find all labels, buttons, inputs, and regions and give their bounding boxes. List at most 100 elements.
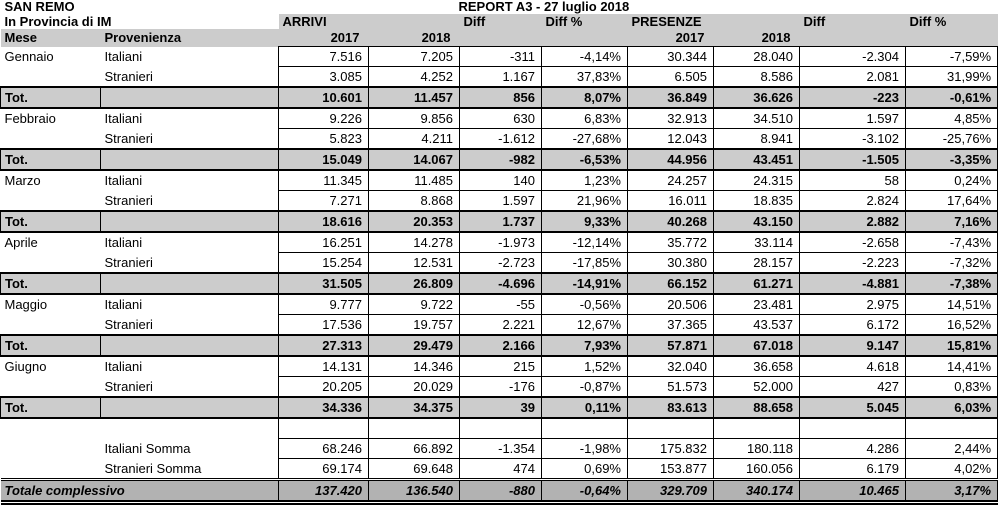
value-cell: 7.516: [278, 46, 369, 67]
value-cell: 5.045: [799, 396, 906, 419]
total-spacer-cell: [100, 86, 279, 109]
value-cell: 4.618: [799, 355, 906, 377]
provenance-cell: Stranieri: [104, 192, 153, 208]
report-title: REPORT A3 - 27 luglio 2018: [458, 0, 630, 14]
value-cell: 136.540: [368, 478, 460, 505]
col-header-presenze-diff: Diff: [799, 14, 906, 29]
value-cell: 43.150: [713, 210, 800, 233]
value-cell: 16,52%: [904, 314, 999, 336]
value-cell: -1.505: [799, 148, 906, 171]
value-cell: 7,16%: [904, 210, 999, 233]
value-cell: 36.658: [713, 355, 800, 377]
col-header-presenze-diff-pct: Diff %: [905, 14, 998, 29]
value-cell: 137.420: [278, 478, 369, 505]
value-cell: 34.510: [713, 107, 800, 129]
value-cell: [799, 417, 906, 439]
value-cell: 88.658: [713, 396, 800, 419]
month-cell: [1, 459, 101, 480]
value-cell: 4.252: [368, 66, 460, 88]
value-cell: -25,76%: [904, 128, 999, 150]
month-cell: Gennaio: [4, 49, 54, 64]
month-total-row: Tot. 34.336 34.375 39 0,11% 83.613 88.658 5.045…: [0, 396, 999, 419]
table-body: Gennaio Italiani 7.516 7.205 -311 -4,14% 30.34…: [0, 46, 999, 505]
value-cell: 17.536: [278, 314, 369, 336]
grand-total-label: Totale complessivo: [0, 478, 279, 505]
col-header-provenienza: Provenienza: [100, 29, 279, 47]
value-cell: 15,81%: [904, 334, 999, 357]
value-cell: 856: [459, 86, 542, 109]
col-header-arrivi-diff-pct: Diff %: [541, 14, 628, 29]
value-cell: -0,56%: [541, 293, 628, 315]
data-row: Stranieri 15.254 12.531 -2.723 -17,85% 30.380…: [1, 252, 999, 274]
value-cell: 1,52%: [541, 355, 628, 377]
value-cell: 24.315: [713, 169, 800, 191]
value-cell: 1,23%: [541, 169, 628, 191]
value-cell: 44.956: [627, 148, 714, 171]
value-cell: 2.166: [459, 334, 542, 357]
value-cell: 474: [459, 458, 542, 480]
month-cell: [1, 253, 101, 274]
total-label-cell: Tot.: [0, 210, 101, 233]
data-row: Giugno Italiani 14.131 14.346 215 1,52% 32.040…: [1, 355, 999, 377]
total-spacer-cell: [100, 148, 279, 171]
value-cell: -982: [459, 148, 542, 171]
value-cell: -7,43%: [904, 231, 999, 253]
value-cell: [627, 417, 714, 439]
value-cell: -2.658: [799, 231, 906, 253]
value-cell: [459, 417, 542, 439]
value-cell: 0,24%: [904, 169, 999, 191]
col-header-presenze-2017: 2017: [627, 29, 714, 47]
col-group-presenze: PRESENZE: [627, 14, 800, 29]
value-cell: 11.345: [278, 169, 369, 191]
value-cell: -3,35%: [904, 148, 999, 171]
value-cell: -1,98%: [541, 438, 628, 459]
value-cell: [541, 417, 628, 439]
value-cell: 28.157: [713, 252, 800, 274]
month-cell: Giugno: [4, 359, 47, 375]
value-cell: -4,14%: [541, 46, 628, 67]
value-cell: 1.597: [799, 107, 906, 129]
value-cell: 10.601: [278, 86, 369, 109]
value-cell: 20.029: [368, 376, 460, 398]
value-cell: 12.531: [368, 252, 460, 274]
value-cell: -2.304: [799, 46, 906, 67]
data-row: Stranieri 20.205 20.029 -176 -0,87% 51.573 52.…: [1, 376, 999, 398]
value-cell: 12.043: [627, 128, 714, 150]
value-cell: 2.882: [799, 210, 906, 233]
value-cell: 9.147: [799, 334, 906, 357]
value-cell: -1.973: [459, 231, 542, 253]
value-cell: -55: [459, 293, 542, 315]
value-cell: 160.056: [713, 458, 800, 480]
value-cell: 32.040: [627, 355, 714, 377]
value-cell: 140: [459, 169, 542, 191]
value-cell: 329.709: [627, 478, 714, 505]
data-row: Stranieri 3.085 4.252 1.167 37,83% 6.505 8.586…: [1, 66, 999, 88]
value-cell: 175.832: [627, 438, 714, 459]
month-cell: [1, 67, 101, 88]
value-cell: 43.537: [713, 314, 800, 336]
title-row: SAN REMO REPORT A3 - 27 luglio 2018: [1, 0, 998, 14]
value-cell: 14.067: [368, 148, 460, 171]
month-total-row: Tot. 18.616 20.353 1.737 9,33% 40.268 43.150 2.…: [0, 210, 999, 233]
summary-label-cell: Stranieri Somma: [104, 460, 202, 476]
value-cell: 34.375: [368, 396, 460, 419]
total-label-cell: Tot.: [0, 396, 101, 419]
value-cell: 6.505: [627, 66, 714, 88]
provenance-cell: Stranieri: [104, 68, 153, 84]
total-label-cell: Tot.: [0, 272, 101, 295]
month-total-row: Tot. 15.049 14.067 -982 -6,53% 44.956 43.451 -1…: [0, 148, 999, 171]
value-cell: 32.913: [627, 107, 714, 129]
value-cell: -2.723: [459, 252, 542, 274]
column-header-row: Mese Provenienza 2017 2018 2017 2018: [0, 29, 998, 47]
total-spacer-cell: [100, 396, 279, 419]
value-cell: 26.809: [368, 272, 460, 295]
provenance-cell: Italiani: [104, 49, 143, 64]
value-cell: 20.205: [278, 376, 369, 398]
value-cell: 31.505: [278, 272, 369, 295]
value-cell: 3.085: [278, 66, 369, 88]
month-cell: [1, 439, 101, 459]
value-cell: 15.254: [278, 252, 369, 274]
value-cell: -14,91%: [541, 272, 628, 295]
value-cell: 12,67%: [541, 314, 628, 336]
